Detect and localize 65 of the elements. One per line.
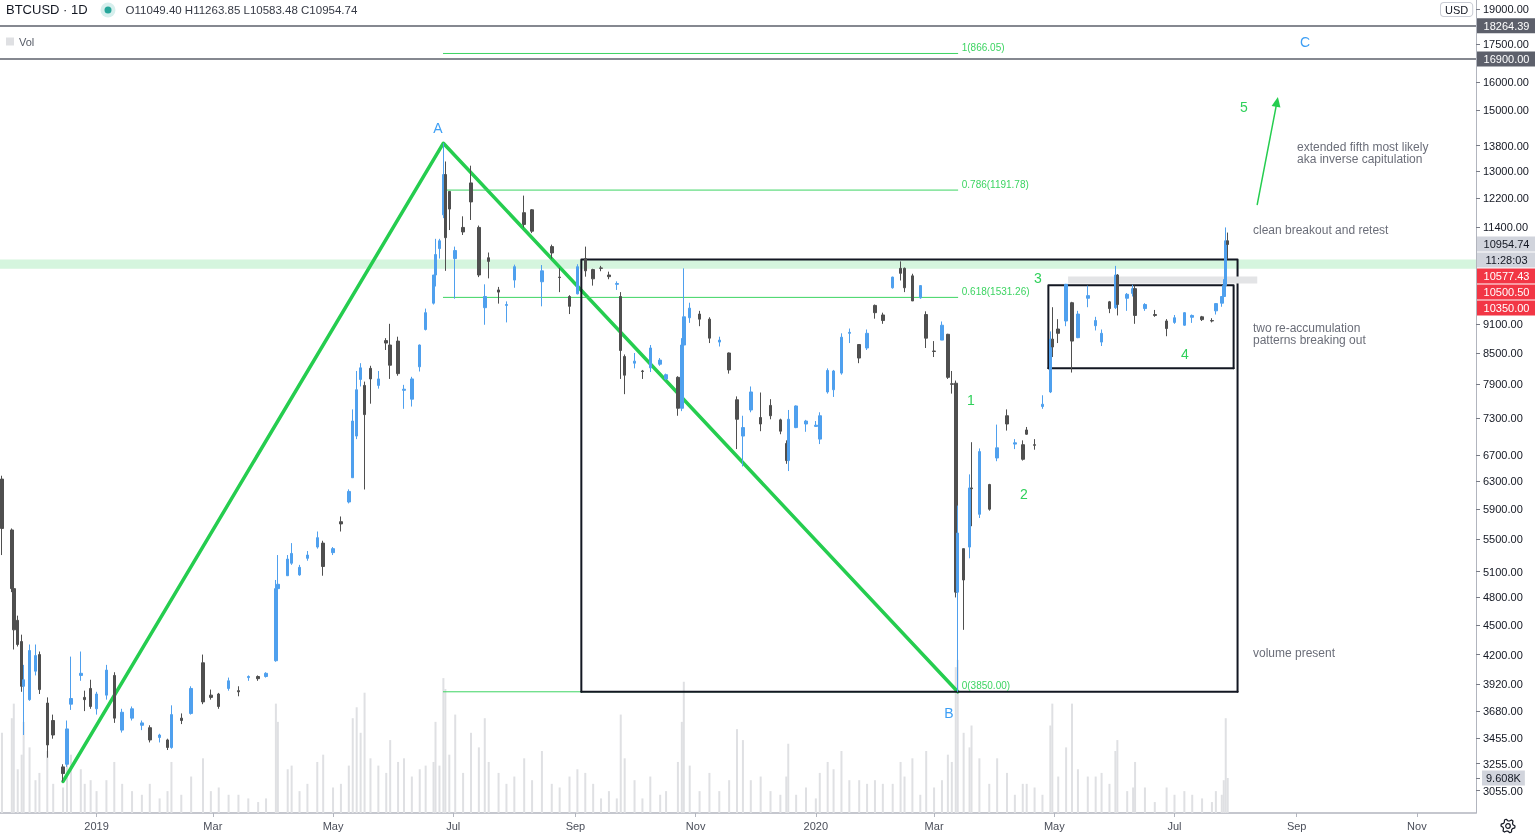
x-tick-label: Jul (446, 819, 461, 832)
y-tick-label: 3920.00 (1483, 678, 1523, 691)
y-tick-label: 3255.00 (1483, 757, 1523, 770)
series-label: 0.786(1191.78) (961, 178, 1029, 190)
y-tick-label: 5100.00 (1483, 565, 1523, 578)
y-tick-label: 16000.00 (1483, 76, 1529, 89)
y-tick-label: 6300.00 (1483, 475, 1523, 488)
annotation: volume present (1253, 646, 1336, 660)
ref-line-label: 16900.00 (1483, 53, 1530, 66)
y-tick-label: 3680.00 (1483, 705, 1523, 718)
y-tick-label: 15000.00 (1483, 104, 1529, 117)
x-tick-label: Sep (565, 819, 586, 832)
y2-tick-label: 9.608K (1486, 771, 1522, 784)
x-tick-label: 2019 (84, 819, 109, 832)
y-tick-label: 19000.00 (1483, 2, 1529, 15)
series-label: 1(866.05) (961, 41, 1005, 53)
y-tick-label: 5500.00 (1483, 533, 1523, 546)
y-tick-label: 7900.00 (1483, 378, 1523, 391)
x-tick-label: Mar (924, 819, 944, 832)
y-tick-label: 9100.00 (1483, 317, 1523, 330)
x-tick-label: May (1043, 819, 1066, 832)
annotation: USD (1445, 3, 1469, 16)
annotation: 2 (1020, 486, 1029, 502)
text: 10577.43 (1483, 270, 1530, 282)
x-tick-label: Jul (1167, 819, 1182, 832)
x-tick-label: Nov (685, 819, 706, 832)
y-tick-label: 13800.00 (1483, 139, 1529, 152)
chart-subtitle: O11049.40 H11263.85 L10583.48 C10954.74 (125, 4, 358, 16)
text: 10350.00 (1483, 302, 1530, 314)
x-tick-label: May (322, 819, 344, 832)
y-tick-label: 4500.00 (1483, 619, 1523, 632)
y-tick-label: 13000.00 (1483, 165, 1529, 178)
y-tick-label: 12200.00 (1483, 192, 1529, 205)
annotation: A (433, 120, 444, 136)
x-tick-label: Nov (1407, 819, 1428, 832)
annotation: 3 (1034, 270, 1043, 286)
y-tick-label: 3055.00 (1483, 784, 1523, 797)
series-label: 0(3850.00) (961, 680, 1011, 692)
x-tick-label: 2020 (803, 819, 829, 832)
annotation: 4 (1181, 346, 1190, 362)
annotation: extended fifth most likely aka inverse capitulation (1297, 140, 1429, 166)
text: 11:28:03 (1485, 254, 1528, 266)
annotation: B (944, 705, 954, 721)
y-tick-label: 4200.00 (1483, 648, 1523, 661)
annotation: two re-accumulation patterns breaking out (1253, 321, 1367, 347)
y-tick-label: 8500.00 (1483, 347, 1523, 359)
annotation: 1 (967, 392, 976, 408)
y-tick-label: 5900.00 (1483, 503, 1523, 516)
y-tick-label: 4800.00 (1483, 591, 1523, 604)
y-tick-label: 6700.00 (1483, 448, 1523, 461)
x-tick-label: Mar (203, 819, 223, 832)
legend-label: Vol (19, 35, 35, 48)
y-tick-label: 11400.00 (1483, 221, 1529, 234)
ref-line-label: 18264.39 (1483, 19, 1530, 32)
series-label: 0.618(1531.26) (961, 285, 1030, 297)
text: 10954.74 (1483, 238, 1530, 250)
annotation: clean breakout and retest (1253, 223, 1390, 237)
chart-title: BTCUSD · 1D (6, 2, 88, 17)
y-tick-label: 3455.00 (1483, 732, 1523, 745)
x-tick-label: Sep (1286, 819, 1307, 832)
annotation: C (1299, 34, 1311, 50)
text: 10500.50 (1483, 286, 1530, 298)
y-tick-label: 17500.00 (1483, 38, 1529, 51)
annotation: 5 (1240, 99, 1249, 115)
y-tick-label: 7300.00 (1483, 412, 1523, 425)
